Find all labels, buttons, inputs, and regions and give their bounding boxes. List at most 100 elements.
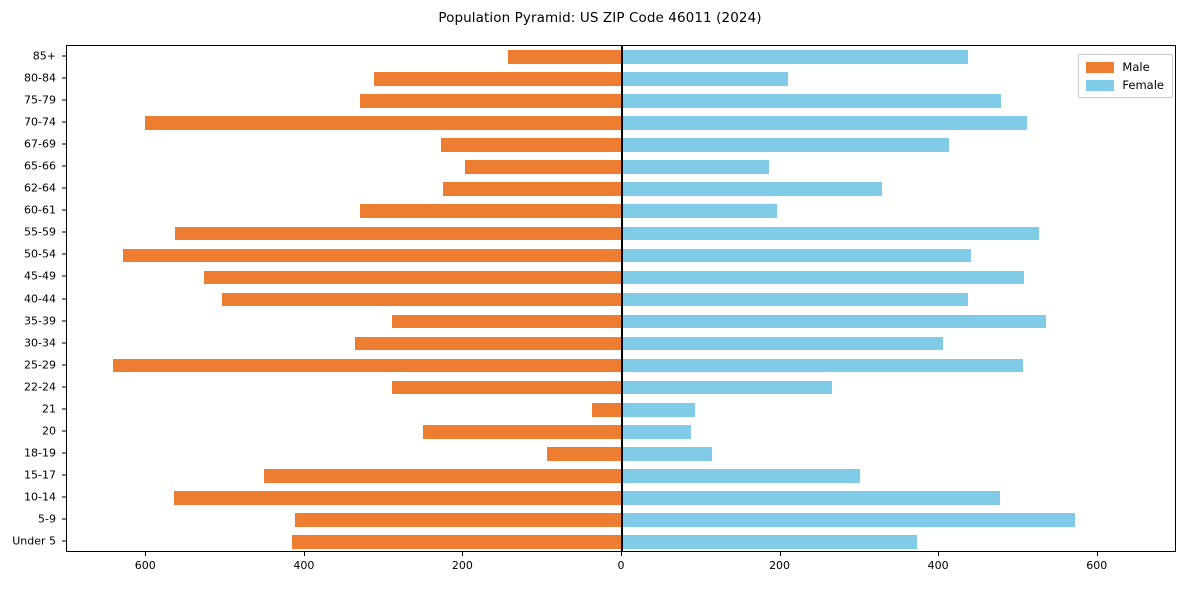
- y-tick-label: 60-61: [24, 203, 56, 217]
- bar-male[interactable]: [360, 94, 622, 108]
- bar-female[interactable]: [622, 491, 1001, 505]
- bar-female[interactable]: [622, 204, 778, 219]
- y-tick-mark: [62, 408, 66, 410]
- bar-row: [67, 226, 1175, 241]
- y-tick-mark: [62, 55, 66, 57]
- bar-male[interactable]: [422, 424, 622, 439]
- bar-female[interactable]: [622, 270, 1024, 285]
- bar-female[interactable]: [622, 226, 1040, 241]
- y-tick-label: 50-54: [24, 247, 56, 261]
- bar-female[interactable]: [622, 380, 833, 395]
- y-tick-label: 22-24: [24, 380, 56, 394]
- bar-female[interactable]: [622, 94, 1001, 108]
- bar-female[interactable]: [622, 402, 695, 417]
- bar-female[interactable]: [622, 513, 1075, 527]
- legend-item-female[interactable]: Female: [1086, 78, 1164, 92]
- bar-female[interactable]: [622, 248, 971, 263]
- bar-male[interactable]: [123, 248, 622, 263]
- x-tick-mark: [462, 552, 464, 556]
- y-tick-mark: [62, 364, 66, 366]
- bar-male[interactable]: [392, 380, 622, 395]
- x-tick-mark: [303, 552, 305, 556]
- y-tick-label: 40-44: [24, 292, 56, 305]
- bar-female[interactable]: [622, 469, 860, 483]
- y-tick-label: 25-29: [24, 358, 56, 372]
- bar-row: [67, 72, 1175, 86]
- y-tick-mark: [62, 320, 66, 322]
- y-tick-mark: [62, 253, 66, 255]
- y-tick-mark: [62, 231, 66, 233]
- bar-female[interactable]: [622, 292, 968, 307]
- bar-male[interactable]: [221, 292, 622, 307]
- bar-female[interactable]: [622, 182, 883, 197]
- bar-female[interactable]: [622, 424, 691, 439]
- y-tick-mark: [62, 496, 66, 498]
- y-tick-mark: [62, 121, 66, 123]
- bar-male[interactable]: [292, 535, 622, 549]
- bar-female[interactable]: [622, 314, 1047, 329]
- bar-row: [67, 402, 1175, 417]
- bar-female[interactable]: [622, 50, 968, 64]
- x-tick-label: 600: [134, 559, 156, 572]
- bar-female[interactable]: [622, 535, 917, 549]
- bar-male[interactable]: [392, 314, 622, 329]
- bar-male[interactable]: [264, 469, 622, 483]
- bar-female[interactable]: [622, 446, 713, 461]
- legend-swatch-male: [1086, 61, 1115, 73]
- legend-item-male[interactable]: Male: [1086, 60, 1164, 74]
- bar-male[interactable]: [295, 513, 622, 527]
- bar-male[interactable]: [507, 50, 622, 64]
- bar-male[interactable]: [591, 402, 622, 417]
- y-tick-mark: [62, 518, 66, 520]
- bar-male[interactable]: [174, 226, 622, 241]
- bar-male[interactable]: [373, 72, 622, 86]
- y-tick-label: 35-39: [24, 314, 56, 328]
- bar-male[interactable]: [442, 182, 622, 197]
- x-tick-label: 400: [293, 559, 315, 572]
- y-tick-label: 18-19: [24, 446, 56, 460]
- bar-row: [67, 248, 1175, 263]
- bar-row: [67, 292, 1175, 307]
- bar-female[interactable]: [622, 358, 1024, 373]
- y-tick-label: Under 5: [12, 534, 56, 548]
- bar-row: [67, 380, 1175, 395]
- x-tick-label: 0: [617, 559, 625, 572]
- y-tick-mark: [62, 165, 66, 167]
- bar-row: [67, 94, 1175, 108]
- x-tick-label: 600: [1086, 559, 1108, 572]
- bar-female[interactable]: [622, 116, 1028, 130]
- plot-area: [66, 45, 1176, 552]
- bar-male[interactable]: [359, 204, 622, 219]
- y-tick-label: 30-34: [24, 336, 56, 350]
- bar-female[interactable]: [622, 138, 949, 153]
- bar-row: [67, 116, 1175, 130]
- bar-male[interactable]: [547, 446, 622, 461]
- bar-male[interactable]: [144, 116, 622, 130]
- bar-row: [67, 204, 1175, 219]
- y-tick-label: 45-49: [24, 269, 56, 283]
- y-tick-label: 21: [42, 402, 56, 416]
- bar-female[interactable]: [622, 336, 944, 351]
- y-tick-mark: [62, 209, 66, 211]
- bar-male[interactable]: [441, 138, 622, 153]
- bar-male[interactable]: [465, 160, 622, 175]
- y-tick-label: 20: [42, 424, 56, 438]
- y-tick-label: 67-69: [24, 137, 56, 151]
- y-tick-mark: [62, 99, 66, 101]
- y-tick-label: 75-79: [24, 93, 56, 107]
- bar-female[interactable]: [622, 72, 788, 86]
- bar-male[interactable]: [112, 358, 622, 373]
- y-tick-label: 10-14: [24, 490, 56, 504]
- y-tick-mark: [62, 77, 66, 79]
- y-tick-mark: [62, 298, 66, 299]
- bar-male[interactable]: [354, 336, 622, 351]
- bar-male[interactable]: [174, 491, 622, 505]
- y-tick-mark: [62, 386, 66, 388]
- chart-legend[interactable]: Male Female: [1078, 54, 1173, 98]
- y-tick-label: 70-74: [24, 115, 56, 129]
- bar-female[interactable]: [622, 160, 770, 175]
- bar-male[interactable]: [204, 270, 622, 285]
- y-tick-label: 5-9: [38, 512, 56, 526]
- chart-title: Population Pyramid: US ZIP Code 46011 (2…: [438, 10, 762, 26]
